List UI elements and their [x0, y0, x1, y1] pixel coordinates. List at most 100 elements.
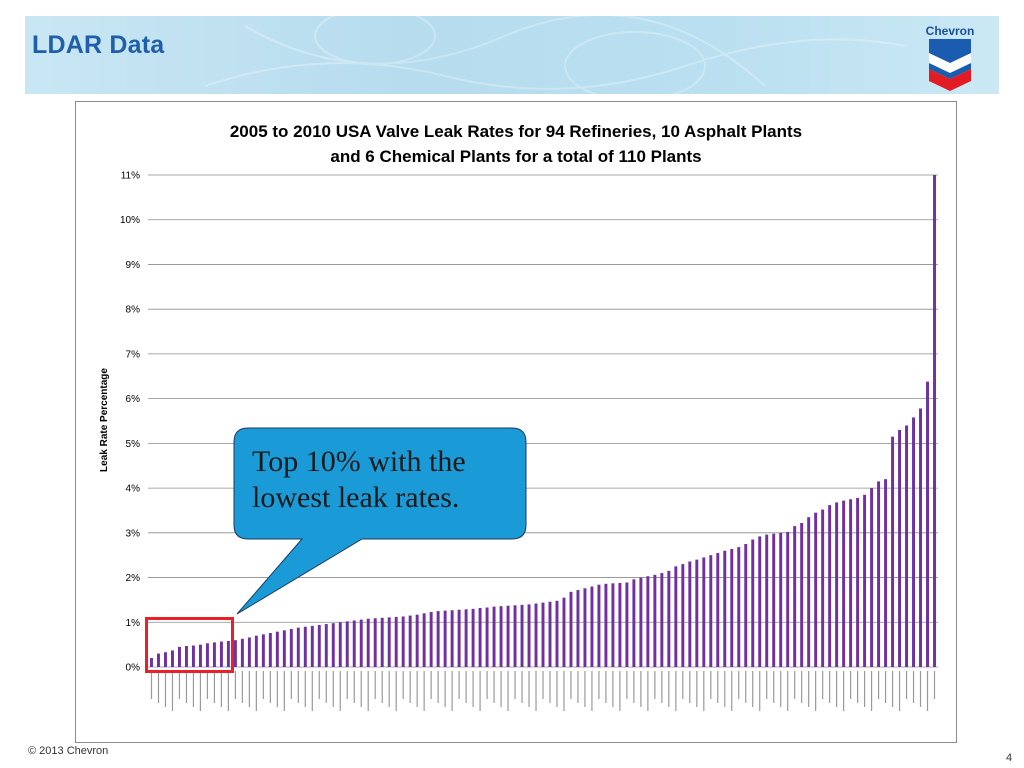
x-tick-label-mark [556, 671, 558, 707]
bar [212, 642, 216, 667]
bar [527, 604, 531, 667]
bar [653, 574, 657, 667]
bar [408, 615, 412, 667]
x-tick-labels [150, 671, 936, 711]
bar [177, 646, 181, 667]
x-tick-label-mark [507, 671, 509, 711]
bar [723, 550, 727, 667]
x-tick-label-mark [668, 671, 670, 707]
x-tick-label-mark [444, 671, 446, 707]
bar [485, 607, 489, 667]
bar [807, 517, 811, 667]
x-tick-label-mark [157, 671, 160, 703]
x-tick-label-mark [423, 671, 425, 711]
bar [157, 653, 160, 667]
x-tick-label-mark [738, 671, 740, 699]
bar [261, 634, 265, 667]
y-tick-label: 4% [126, 484, 141, 495]
x-tick-label-mark [717, 671, 719, 703]
x-tick-label-mark [318, 671, 320, 699]
x-tick-label-mark [479, 671, 481, 711]
bar [429, 611, 433, 667]
x-tick-label-mark [339, 671, 341, 711]
x-tick-label-mark [269, 671, 271, 703]
x-tick-label-mark [388, 671, 390, 707]
x-tick-label-mark [884, 671, 887, 703]
x-tick-label-mark [185, 671, 188, 703]
x-tick-label-mark [584, 671, 586, 707]
bar [828, 505, 832, 667]
x-tick-label-mark [877, 671, 880, 699]
bar [331, 623, 335, 667]
bar [555, 600, 559, 667]
bar [597, 584, 601, 667]
x-tick-label-mark [905, 671, 908, 699]
bar [590, 586, 594, 667]
x-tick-label-mark [283, 671, 285, 711]
bar [891, 436, 895, 667]
copyright-footer: © 2013 Chevron [28, 745, 109, 757]
x-tick-label-mark [325, 671, 327, 703]
bar [646, 576, 650, 667]
x-tick-label-mark [605, 671, 607, 703]
bar [576, 590, 580, 667]
bar [800, 522, 804, 667]
y-tick-label: 0% [126, 663, 141, 674]
bar [688, 561, 692, 667]
bar [765, 534, 769, 667]
bar [758, 536, 762, 667]
bar [275, 631, 279, 667]
x-tick-label-mark [633, 671, 635, 703]
bar [716, 552, 720, 667]
chart-container: 2005 to 2010 USA Valve Leak Rates for 94… [75, 101, 957, 743]
bar [632, 579, 636, 667]
bar [471, 608, 475, 667]
bar [345, 621, 349, 667]
x-tick-label-mark [360, 671, 362, 707]
x-tick-label-mark [332, 671, 334, 707]
x-tick-label-mark [926, 671, 929, 711]
bar [478, 607, 482, 667]
x-tick-label-mark [262, 671, 264, 699]
bar [695, 559, 699, 667]
bar [821, 509, 825, 667]
x-tick-label-mark [563, 671, 565, 711]
x-tick-label-mark [787, 671, 789, 711]
x-tick-label-mark [752, 671, 754, 707]
bar [164, 652, 167, 667]
header-watermark [205, 16, 905, 94]
bar [373, 618, 377, 667]
x-tick-label-mark [773, 671, 775, 703]
x-tick-label-mark [598, 671, 600, 699]
x-tick-label-mark [220, 671, 223, 707]
bar [520, 604, 524, 667]
y-tick-label: 6% [126, 394, 141, 405]
x-tick-label-mark [171, 671, 174, 711]
bar [380, 617, 384, 667]
bar [317, 624, 321, 667]
x-tick-label-mark [199, 671, 202, 711]
slide-header: LDAR Data Chevron [25, 16, 999, 94]
y-tick-labels: 0% 1% 2% 3% 4% 5% 6% 7% 8% 9% 10% 11% [120, 171, 140, 674]
bar [835, 502, 839, 667]
bar [541, 602, 545, 667]
x-tick-label-mark [206, 671, 209, 699]
bar [919, 408, 922, 667]
bar [625, 582, 629, 667]
bar [702, 557, 706, 667]
bar [303, 626, 307, 667]
bar [436, 611, 440, 667]
x-tick-label-mark [591, 671, 593, 711]
bar [492, 606, 496, 667]
bar [933, 175, 936, 667]
bar-chart: 2005 to 2010 USA Valve Leak Rates for 94… [99, 122, 938, 711]
bar [611, 583, 615, 667]
x-tick-label-mark [898, 671, 901, 711]
x-tick-label-mark [297, 671, 299, 703]
bar [639, 577, 643, 667]
x-tick-label-mark [542, 671, 544, 699]
y-tick-label: 11% [121, 171, 140, 182]
x-tick-label-mark [227, 671, 229, 711]
bar [464, 609, 468, 667]
x-tick-label-mark [836, 671, 838, 707]
